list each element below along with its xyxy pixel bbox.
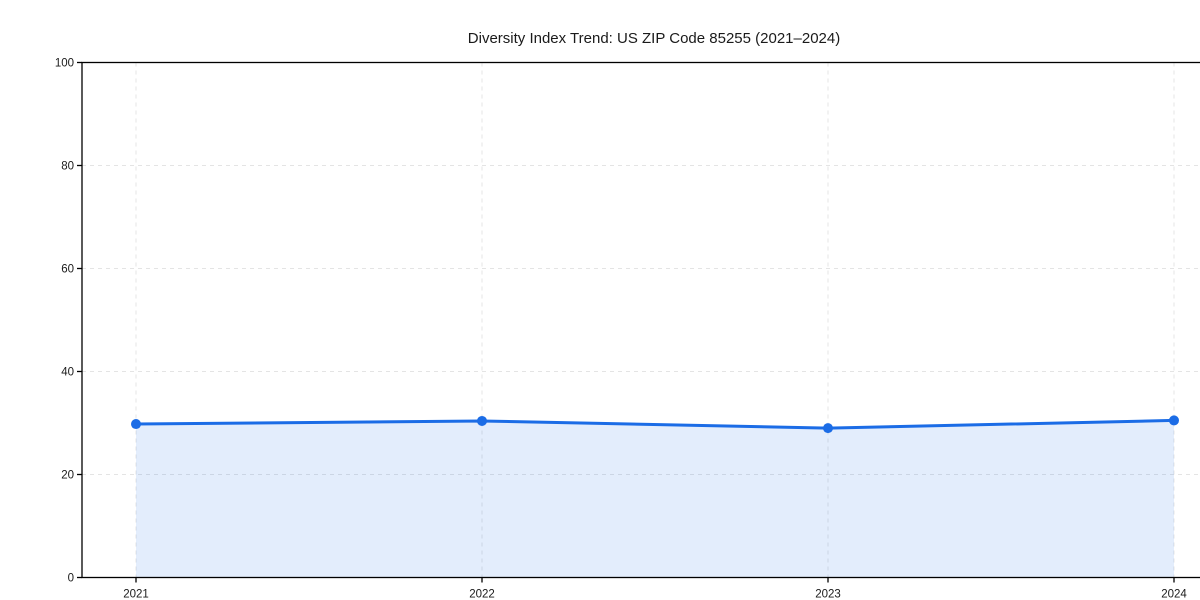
diversity-index-trend-chart: 0 20 40 60 80 100 2021 2022 2023 2024 Diversity I… — [40, 16, 1200, 600]
area-fill — [136, 420, 1174, 578]
trend-line — [134, 418, 1176, 430]
axes-layer — [81, 61, 1200, 579]
area-layer — [136, 420, 1174, 578]
x-tick-label: 2024 — [1161, 589, 1187, 600]
y-tick-label: 60 — [61, 264, 74, 276]
marker-layer — [131, 415, 1179, 434]
x-tick-label: 2022 — [469, 589, 495, 600]
chart-title: Diversity Index Trend: US ZIP Code 85255… — [468, 30, 840, 47]
x-tick-label: 2021 — [123, 589, 149, 600]
line-layer — [134, 418, 1176, 430]
plot-border — [81, 61, 1200, 579]
data-point-2024 — [1169, 415, 1179, 426]
data-point-2022 — [477, 415, 487, 426]
y-tick-label: 40 — [61, 367, 74, 379]
data-point-2021 — [131, 419, 141, 430]
y-tick-label: 0 — [68, 573, 74, 585]
chart-canvas: 0 20 40 60 80 100 2021 2022 2023 2024 Diversity I… — [55, 30, 1200, 600]
y-tick-label: 100 — [55, 58, 74, 70]
tick-layer — [77, 61, 1175, 583]
y-tick-label: 20 — [61, 470, 74, 482]
data-point-2023 — [823, 423, 833, 434]
x-tick-label: 2023 — [815, 589, 841, 600]
y-tick-label: 80 — [61, 161, 74, 173]
label-layer: 0 20 40 60 80 100 2021 2022 2023 2024 — [55, 58, 1188, 600]
